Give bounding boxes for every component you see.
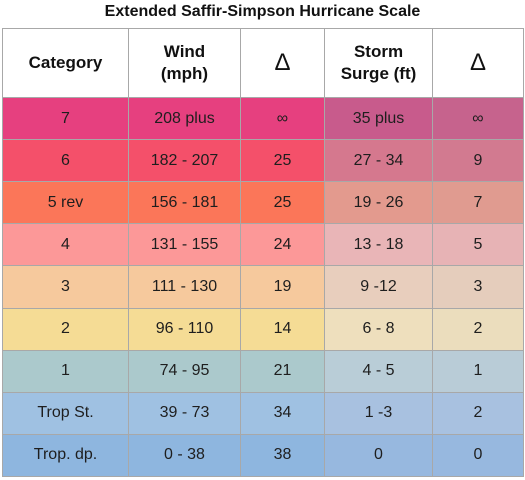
wind-delta-cell: 21 <box>240 349 325 393</box>
wind-cell: 111 - 130 <box>128 265 241 309</box>
wind-delta-cell: 25 <box>240 139 325 183</box>
wind-delta-cell: 14 <box>240 307 325 351</box>
wind-delta-cell: 25 <box>240 181 325 225</box>
wind-delta-cell: 38 <box>240 433 325 478</box>
table-row: Trop St. 39 - 73 34 1 -3 2 <box>2 391 524 435</box>
surge-delta-cell: 2 <box>432 391 524 435</box>
wind-cell: 74 - 95 <box>128 349 241 393</box>
column-header-category: Category <box>2 28 129 98</box>
table-row: 5 rev 156 - 181 25 19 - 26 7 <box>2 181 524 225</box>
table-row: 7 208 plus ∞ 35 plus ∞ <box>2 96 524 141</box>
wind-delta-cell: ∞ <box>240 96 325 141</box>
chart-title: Extended Saffir-Simpson Hurricane Scale <box>104 3 421 20</box>
wind-cell: 39 - 73 <box>128 391 241 435</box>
surge-delta-cell: 2 <box>432 307 524 351</box>
wind-cell: 208 plus <box>128 96 241 141</box>
surge-delta-cell: 1 <box>432 349 524 393</box>
column-header-storm-surge-unit: Surge (ft) <box>340 64 417 83</box>
column-header-storm-surge: Storm Surge (ft) <box>324 28 433 98</box>
category-cell: Trop. dp. <box>2 433 129 478</box>
column-header-storm-surge-label: Storm <box>353 42 404 61</box>
surge-delta-cell: 3 <box>432 265 524 309</box>
wind-delta-cell: 24 <box>240 223 325 267</box>
table-row: Trop. dp. 0 - 38 38 0 0 <box>2 433 524 478</box>
category-cell: 6 <box>2 139 129 183</box>
surge-cell: 13 - 18 <box>324 223 433 267</box>
wind-cell: 156 - 181 <box>128 181 241 225</box>
category-cell: 7 <box>2 96 129 141</box>
wind-delta-cell: 19 <box>240 265 325 309</box>
surge-delta-cell: 5 <box>432 223 524 267</box>
category-cell: 5 rev <box>2 181 129 225</box>
surge-delta-cell: 9 <box>432 139 524 183</box>
surge-cell: 1 -3 <box>324 391 433 435</box>
surge-cell: 4 - 5 <box>324 349 433 393</box>
column-header-wind-unit: (mph) <box>160 64 209 83</box>
category-cell: 3 <box>2 265 129 309</box>
wind-cell: 131 - 155 <box>128 223 241 267</box>
surge-delta-cell: ∞ <box>432 96 524 141</box>
column-header-surge-delta: Δ <box>432 28 524 98</box>
surge-cell: 0 <box>324 433 433 478</box>
surge-delta-cell: 0 <box>432 433 524 478</box>
column-header-category-label: Category <box>28 53 103 72</box>
category-cell: 4 <box>2 223 129 267</box>
table-row: 6 182 - 207 25 27 - 34 9 <box>2 139 524 183</box>
column-header-wind-delta: Δ <box>240 28 325 98</box>
column-header-wind-delta-label: Δ <box>274 49 291 76</box>
surge-cell: 6 - 8 <box>324 307 433 351</box>
table-row: 1 74 - 95 21 4 - 5 1 <box>2 349 524 393</box>
table-row: 2 96 - 110 14 6 - 8 2 <box>2 307 524 351</box>
column-header-surge-delta-label: Δ <box>469 49 487 76</box>
wind-cell: 96 - 110 <box>128 307 241 351</box>
surge-cell: 9 -12 <box>324 265 433 309</box>
column-header-wind-label: Wind <box>163 42 206 61</box>
table-row: 4 131 - 155 24 13 - 18 5 <box>2 223 524 267</box>
wind-cell: 182 - 207 <box>128 139 241 183</box>
column-header-wind: Wind (mph) <box>128 28 241 98</box>
category-cell: 2 <box>2 307 129 351</box>
surge-cell: 35 plus <box>324 96 433 141</box>
surge-cell: 19 - 26 <box>324 181 433 225</box>
header-row: Category Wind (mph) Δ Storm Surge (ft) Δ <box>2 28 524 98</box>
wind-cell: 0 - 38 <box>128 433 241 478</box>
category-cell: 1 <box>2 349 129 393</box>
category-cell: Trop St. <box>2 391 129 435</box>
table-row: 3 111 - 130 19 9 -12 3 <box>2 265 524 309</box>
surge-delta-cell: 7 <box>432 181 524 225</box>
wind-delta-cell: 34 <box>240 391 325 435</box>
hurricane-scale-table: Category Wind (mph) Δ Storm Surge (ft) Δ… <box>2 28 524 478</box>
surge-cell: 27 - 34 <box>324 139 433 183</box>
